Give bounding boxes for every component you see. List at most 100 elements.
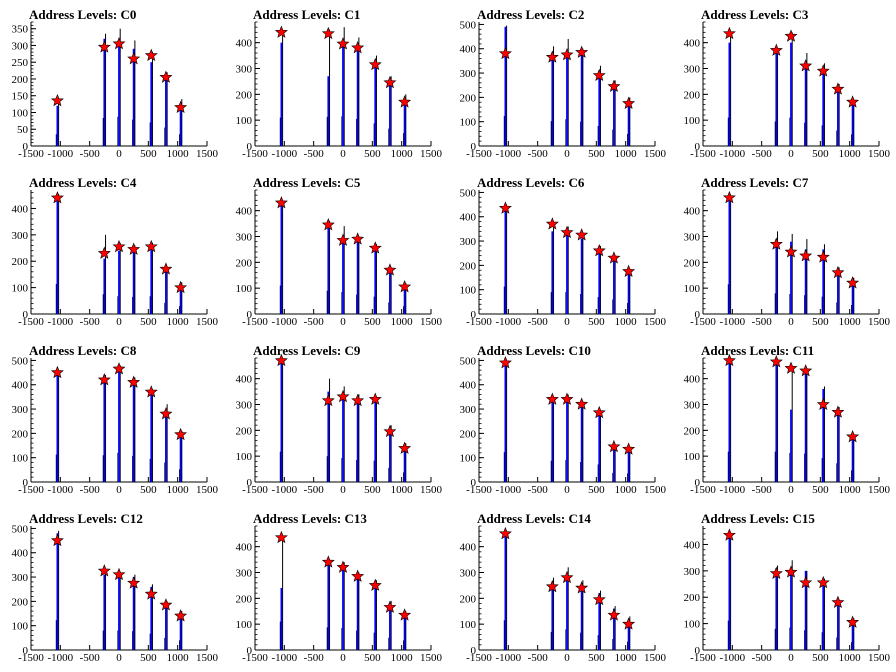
chart-panel: Address Levels: C7 0 100 200 300 400 -1500 -100…: [672, 168, 896, 336]
y-tick-label: 100: [12, 453, 29, 465]
level-bar: [56, 195, 59, 314]
peak-marker: [498, 526, 512, 540]
level-bar: [103, 38, 106, 146]
peak-marker: [398, 95, 412, 108]
level-bar: [627, 102, 630, 146]
x-tick-label: -1500: [690, 316, 716, 328]
x-tick-label: 1000: [615, 148, 638, 160]
level-bar: [342, 564, 344, 650]
chart-panel: Address Levels: C11 0 100 200 300 400 -1500 -10…: [672, 336, 896, 504]
y-tick-label: 400: [684, 539, 701, 551]
y-tick-label: 200: [12, 74, 29, 86]
x-tick-label: 1500: [644, 316, 667, 328]
y-tick-label: 100: [684, 451, 701, 463]
peak-marker: [274, 25, 288, 38]
y-tick-label: 0: [23, 141, 29, 153]
x-tick-label: -500: [752, 652, 773, 664]
level-bar: [613, 258, 615, 314]
level-bar: [150, 586, 153, 650]
y-tick-label: 500: [460, 355, 477, 367]
chart-panel: Address Levels: C13 0 100 200 300 400 -1500 -10…: [224, 504, 448, 672]
level-bar: [179, 433, 182, 482]
peak-marker: [174, 280, 188, 294]
peak-marker: [127, 242, 141, 255]
level-bar: [403, 448, 406, 482]
x-tick-label: 1500: [644, 484, 667, 496]
y-tick-label: 0: [247, 141, 253, 153]
x-tick-label: 1500: [644, 652, 667, 664]
x-tick-label: 0: [788, 484, 794, 496]
level-bar: [728, 42, 731, 146]
x-tick-label: 1500: [420, 484, 443, 496]
peak-marker: [159, 598, 173, 611]
peak-marker: [50, 365, 64, 379]
peak-marker: [159, 70, 173, 83]
y-tick-label: 300: [460, 236, 477, 248]
peak-marker: [368, 57, 382, 71]
y-tick-label: 400: [460, 212, 477, 224]
level-bar: [118, 367, 120, 482]
level-bar: [580, 53, 583, 146]
level-bar: [389, 603, 391, 650]
peak-marker: [816, 250, 830, 263]
chart-plot: 0 100 200 300 400 -1500 -1000 -500 0 500 1000 1500: [684, 526, 891, 664]
y-tick-label: 400: [236, 374, 253, 386]
level-bar: [580, 406, 583, 482]
y-tick-label: 100: [460, 117, 477, 129]
level-bar: [822, 389, 825, 482]
x-tick-label: 500: [588, 148, 605, 160]
peak-marker: [383, 424, 397, 438]
chart-title: Address Levels: C6: [477, 175, 585, 190]
y-tick-label: 0: [695, 309, 701, 321]
x-tick-label: -1000: [719, 148, 745, 160]
x-tick-label: 0: [340, 652, 346, 664]
level-bar: [551, 231, 554, 314]
x-tick-label: -1000: [47, 148, 73, 160]
peak-marker: [592, 405, 606, 419]
chart-panel: Address Levels: C14 0 100 200 300 400 -1500 -10…: [448, 504, 672, 672]
x-tick-label: -1000: [719, 652, 745, 664]
level-bar: [56, 533, 59, 650]
peak-marker: [144, 48, 158, 62]
x-tick-label: -500: [80, 316, 101, 328]
y-tick-label: 0: [695, 645, 701, 657]
x-tick-label: -1500: [242, 148, 268, 160]
y-tick-label: 300: [684, 566, 701, 578]
y-tick-label: 300: [12, 40, 29, 52]
peak-marker: [498, 46, 512, 60]
level-bar: [851, 438, 854, 482]
x-tick-label: 1000: [167, 316, 190, 328]
level-bar: [179, 284, 182, 314]
peak-marker: [159, 262, 173, 275]
x-tick-label: 500: [588, 652, 605, 664]
peak-marker: [336, 560, 350, 573]
chart-plot: 0 100 200 300 400 500 -1500 -1000 -500 0 500 1000 15…: [12, 523, 219, 664]
level-bar: [342, 396, 344, 482]
chart-plot: 0 100 200 300 400 500 -1500 -1000 -500 0 500 1000 15…: [460, 19, 667, 160]
peak-marker: [112, 567, 126, 581]
x-tick-label: 1500: [868, 316, 891, 328]
peak-marker: [368, 241, 382, 254]
x-tick-label: 500: [812, 484, 829, 496]
peak-marker: [144, 587, 158, 600]
peak-marker: [722, 190, 736, 204]
level-bar: [504, 207, 507, 314]
peak-marker: [592, 68, 606, 82]
x-tick-label: 1500: [196, 148, 219, 160]
y-tick-label: 0: [247, 477, 253, 489]
level-bar: [165, 271, 167, 314]
level-bar: [566, 51, 568, 147]
x-tick-label: 500: [588, 484, 605, 496]
x-tick-label: -1500: [18, 652, 44, 664]
chart-plot: 0 100 200 300 400 -1500 -1000 -500 0 500 1000 1500: [684, 353, 891, 496]
level-bar: [598, 250, 601, 314]
y-tick-label: 200: [12, 256, 29, 268]
peak-marker: [398, 280, 412, 293]
peak-marker: [336, 389, 350, 403]
y-tick-label: 50: [17, 124, 29, 136]
peak-marker: [575, 45, 589, 58]
x-tick-label: 1500: [196, 484, 219, 496]
chart-panel: Address Levels: C9 0 100 200 300 400 -1500 -100…: [224, 336, 448, 504]
level-bar: [327, 391, 330, 482]
x-tick-label: -1500: [690, 484, 716, 496]
